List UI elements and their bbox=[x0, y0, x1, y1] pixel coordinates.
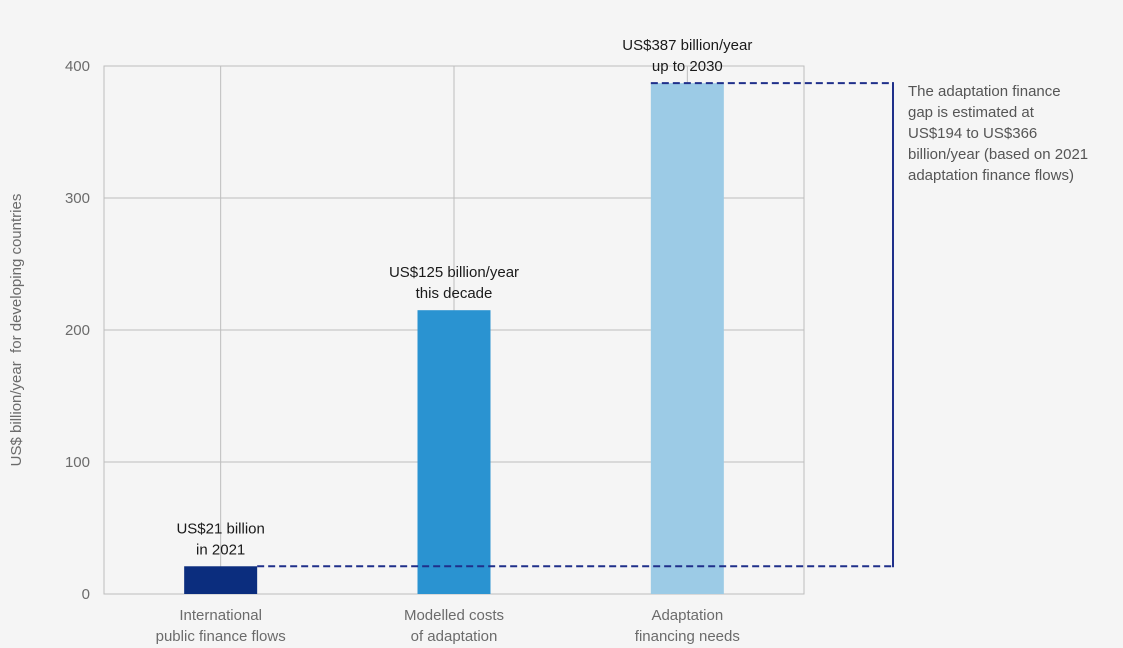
bar-2 bbox=[417, 310, 491, 594]
data-label: US$21 billion bbox=[176, 520, 264, 537]
y-axis-title: US$ billion/year for developing countrie… bbox=[8, 194, 25, 467]
data-label: in 2021 bbox=[196, 541, 245, 558]
gap-annotation: billion/year (based on 2021 bbox=[908, 146, 1088, 163]
gap-annotation: adaptation finance flows) bbox=[908, 167, 1074, 184]
data-label: this decade bbox=[416, 285, 493, 302]
y-tick-label: 400 bbox=[65, 58, 90, 75]
bar-1 bbox=[184, 566, 258, 594]
y-tick-label: 100 bbox=[65, 454, 90, 471]
bar-3 bbox=[650, 83, 724, 594]
data-label: US$125 billion/year bbox=[389, 264, 519, 281]
data-label: up to 2030 bbox=[652, 58, 723, 75]
y-tick-label: 300 bbox=[65, 190, 90, 207]
x-tick-label: Modelled costs bbox=[404, 607, 504, 624]
x-tick-label: of adaptation bbox=[411, 628, 498, 645]
x-tick-label: Adaptation bbox=[651, 607, 723, 624]
gap-annotation: gap is estimated at bbox=[908, 104, 1035, 121]
data-label: US$387 billion/year bbox=[622, 37, 752, 54]
y-tick-label: 200 bbox=[65, 322, 90, 339]
x-tick-label: International bbox=[179, 607, 262, 624]
x-tick-label: financing needs bbox=[635, 628, 740, 645]
gap-annotation: US$194 to US$366 bbox=[908, 125, 1037, 142]
y-tick-label: 0 bbox=[82, 586, 90, 603]
gap-annotation: The adaptation finance bbox=[908, 83, 1061, 100]
x-tick-label: public finance flows bbox=[156, 628, 286, 645]
